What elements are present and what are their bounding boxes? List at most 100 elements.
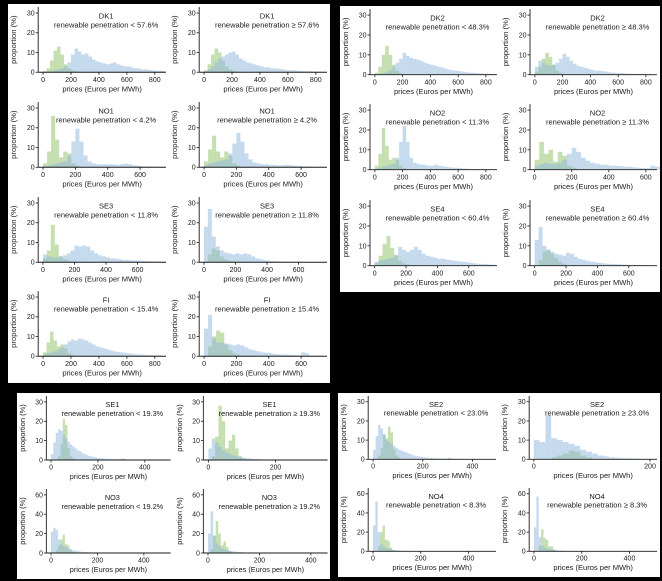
x-tick-label: 200 <box>65 360 77 368</box>
x-tick-label: 0 <box>533 174 537 182</box>
x-tick-label: 400 <box>254 76 266 84</box>
x-tick-label: 400 <box>263 171 275 179</box>
y-tick-label: 20 <box>27 219 35 227</box>
panel-SE1-high: 0 200 0 10 20 30 prices (Euros per MWh) proport… <box>174 393 331 486</box>
y-axis-label: proportion (%) <box>18 497 27 544</box>
x-axis-label: prices (Euros per MWh) <box>223 274 303 283</box>
y-tick-label: 40 <box>357 510 365 517</box>
series-blue <box>534 226 645 266</box>
y-tick-label: 20 <box>35 419 43 426</box>
histogram-SE3-high: 0 200 400 600 0 10 20 30 prices (Euros per MWh) p… <box>170 196 327 283</box>
panel-NO4-high: 0 200 400 0 20 40 60 prices (Euros per MWh) prop… <box>499 485 660 577</box>
y-tick-label: 20 <box>27 313 35 321</box>
histogram-FI-high: 0 200 400 600 0 10 20 30 prices (Euros per MWh) p… <box>170 291 327 378</box>
x-tick-label: 600 <box>132 265 144 273</box>
x-tick-label: 800 <box>480 174 492 182</box>
panel-title: SE4 <box>430 204 444 213</box>
panel-subtitle: renewable penetration < 60.4% <box>386 213 490 222</box>
y-tick-label: 10 <box>188 333 196 341</box>
y-tick-label: 0 <box>363 71 367 79</box>
panel-title: SE2 <box>590 400 604 409</box>
y-tick-label: 0 <box>39 550 43 557</box>
x-tick-label: 600 <box>282 76 294 84</box>
panel-title: DK1 <box>99 11 114 20</box>
x-tick-label: 600 <box>452 174 464 182</box>
x-tick-label: 200 <box>69 265 81 273</box>
y-tick-label: 10 <box>27 238 35 246</box>
x-axis-label: prices (Euros per MWh) <box>392 471 472 480</box>
x-axis-label: prices (Euros per MWh) <box>554 182 633 191</box>
y-tick-label: 10 <box>192 438 200 445</box>
panel-subtitle: renewable penetration ≥ 60.4% <box>546 213 650 222</box>
y-tick-label: 40 <box>35 512 43 519</box>
histogram-SE4-low: 0 200 400 600 0 10 20 30 prices (Euros per MWh) p… <box>341 199 497 287</box>
x-axis-label: prices (Euros per MWh) <box>553 471 633 480</box>
panel-SE3-high: 0 200 400 600 0 10 20 30 prices (Euros per MWh) p… <box>169 194 330 289</box>
histogram-DK1-low: 0 200 400 600 800 0 10 20 30 prices (Euros per MW… <box>9 7 166 94</box>
y-tick-label: 10 <box>359 147 367 155</box>
x-tick-label: 200 <box>560 269 572 277</box>
x-tick-label: 600 <box>295 360 307 368</box>
panel-subtitle: renewable penetration ≥ 19.2% <box>218 502 320 511</box>
x-tick-label: 0 <box>206 557 210 564</box>
x-tick-label: 200 <box>92 464 104 471</box>
series-blue <box>203 208 311 262</box>
x-tick-label: 800 <box>149 76 161 84</box>
series-blue <box>43 128 165 168</box>
y-tick-label: 10 <box>27 49 35 57</box>
y-tick-label: 10 <box>359 242 367 250</box>
x-tick-label: 200 <box>566 174 578 182</box>
y-tick-label: 20 <box>519 31 527 39</box>
x-tick-label: 400 <box>261 265 273 273</box>
x-tick-label: 0 <box>533 269 537 277</box>
x-axis-label: prices (Euros per MWh) <box>392 563 472 572</box>
y-tick-label: 0 <box>31 69 35 77</box>
x-tick-label: 400 <box>93 76 105 84</box>
y-tick-label: 0 <box>522 457 526 464</box>
y-tick-label: 20 <box>519 222 527 230</box>
y-axis-label: proportion (%) <box>341 208 350 257</box>
x-tick-label: 0 <box>41 360 45 368</box>
panel-subtitle: renewable penetration < 11.3% <box>386 118 490 127</box>
y-axis-label: proportion (%) <box>170 15 179 64</box>
panel-FI-high: 0 200 400 600 0 10 20 30 prices (Euros per MWh) p… <box>169 288 330 383</box>
y-tick-label: 10 <box>188 144 196 152</box>
x-tick-label: 0 <box>202 171 206 179</box>
y-tick-label: 20 <box>357 530 365 537</box>
x-axis-label: prices (Euros per MWh) <box>394 87 473 96</box>
y-axis-label: proportion (%) <box>500 404 509 451</box>
x-tick-label: 0 <box>49 557 53 564</box>
y-tick-label: 20 <box>192 419 200 426</box>
panel-DK2-low: 0 200 400 600 800 0 10 20 30 prices (Euros per MW… <box>340 6 500 101</box>
x-tick-label: 600 <box>463 269 475 277</box>
series-blue <box>374 246 497 266</box>
y-tick-label: 60 <box>518 491 526 498</box>
panel-NO1-low: 0 200 400 600 0 10 20 30 prices (Euros per MWh) p… <box>8 99 169 194</box>
panel-subtitle: renewable penetration ≥ 4.2% <box>217 115 317 124</box>
y-tick-label: 30 <box>359 11 367 19</box>
y-tick-label: 20 <box>188 29 196 37</box>
x-axis-label: prices (Euros per MWh) <box>554 278 633 287</box>
x-axis-label: prices (Euros per MWh) <box>223 85 303 94</box>
y-tick-label: 10 <box>357 438 365 445</box>
panel-NO2-high: 0 200 400 600 0 10 20 30 prices (Euros per MWh) p… <box>500 101 660 196</box>
y-tick-label: 0 <box>523 71 527 79</box>
y-tick-label: 10 <box>188 238 196 246</box>
x-axis-label: prices (Euros per MWh) <box>62 85 142 94</box>
y-tick-label: 30 <box>519 202 527 210</box>
figure-block-bottom-right: 0 200 400 0 10 20 30 prices (Euros per MWh) prop… <box>338 393 660 577</box>
panel-subtitle: renewable penetration < 23.0% <box>384 409 489 418</box>
y-tick-label: 30 <box>35 399 43 406</box>
panel-NO2-low: 0 200 400 600 800 0 10 20 30 prices (Euros per MW… <box>340 101 500 196</box>
x-tick-label: 0 <box>373 78 377 86</box>
x-tick-label: 0 <box>49 464 53 471</box>
series-blue <box>374 126 493 171</box>
x-tick-label: 800 <box>310 76 322 84</box>
x-axis-label: prices (Euros per MWh) <box>226 565 303 574</box>
y-tick-label: 30 <box>518 399 526 406</box>
y-axis-label: proportion (%) <box>9 110 18 159</box>
x-tick-label: 0 <box>202 265 206 273</box>
x-tick-label: 400 <box>467 464 479 471</box>
panel-title: NO4 <box>589 492 604 501</box>
y-tick-label: 30 <box>519 11 527 19</box>
